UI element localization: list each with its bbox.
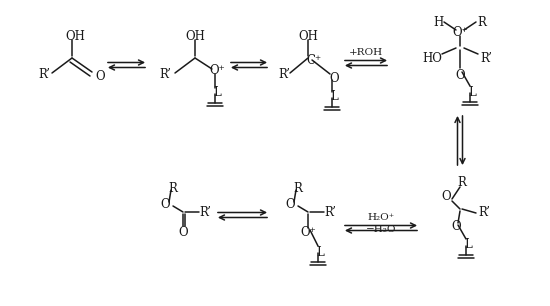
Text: L: L [464,238,472,252]
Text: O: O [451,221,461,233]
Text: O: O [455,69,465,81]
Text: R: R [477,16,486,28]
Text: R: R [168,181,178,195]
Text: L: L [316,245,324,259]
Text: O: O [95,69,105,83]
Text: R’: R’ [199,206,211,218]
Text: R’: R’ [159,68,171,80]
Text: OH: OH [65,29,85,43]
Text: O⁺: O⁺ [452,25,468,39]
Text: OH: OH [298,29,318,43]
Text: O⁺: O⁺ [300,226,316,238]
Text: R’: R’ [478,207,490,219]
Text: C⁺: C⁺ [306,54,322,66]
Text: R’: R’ [38,68,50,80]
Text: R’: R’ [278,68,290,80]
Text: H: H [433,16,443,28]
Text: H₂O⁺: H₂O⁺ [367,214,394,222]
Text: O: O [160,197,170,211]
Text: R: R [294,181,302,195]
Text: O: O [441,191,451,203]
Text: L: L [468,85,476,99]
Text: L: L [330,89,338,103]
Text: −H₂O: −H₂O [366,226,396,234]
Text: R’: R’ [480,51,492,65]
Text: +ROH: +ROH [349,47,383,57]
Text: R’: R’ [324,206,336,218]
Text: L: L [213,85,221,99]
Text: HO: HO [422,51,442,65]
Text: O: O [329,72,339,84]
Text: O: O [285,197,295,211]
Text: OH: OH [185,29,205,43]
Text: O⁺: O⁺ [209,64,225,76]
Text: O: O [178,226,188,238]
Text: R: R [458,177,466,189]
